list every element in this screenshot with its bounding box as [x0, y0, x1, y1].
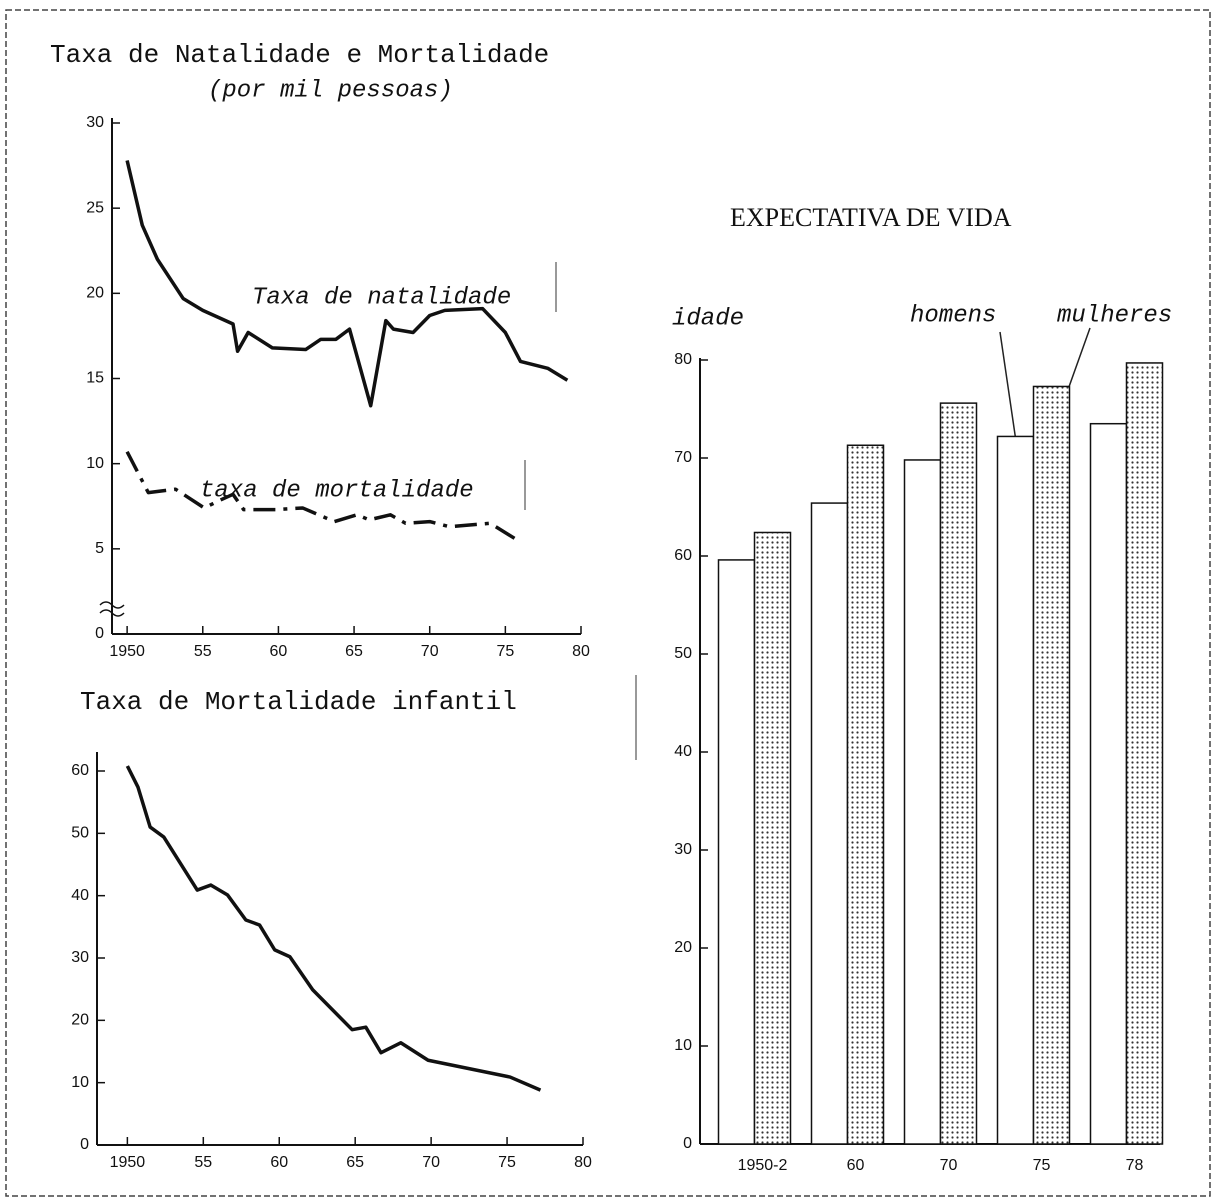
y-tick-label: 20 [86, 285, 104, 302]
line-series [125, 765, 542, 1092]
series-label: Taxa de natalidade [252, 284, 511, 311]
y-tick-label: 0 [683, 1135, 692, 1152]
x-tick-label: 70 [422, 1154, 440, 1171]
line-series [125, 450, 522, 544]
y-tick-label: 40 [674, 743, 692, 760]
x-tick-label: 60 [847, 1157, 865, 1174]
x-tick-label: 55 [194, 643, 212, 660]
y-tick-label: 20 [674, 939, 692, 956]
bar [846, 444, 885, 1145]
chart-title: Taxa de Natalidade e Mortalidade [50, 40, 549, 70]
y-tick-label: 70 [674, 449, 692, 466]
line-series [125, 160, 569, 408]
x-tick-label: 75 [498, 1154, 516, 1171]
y-tick-label: 50 [71, 825, 89, 842]
x-tick-label: 80 [574, 1154, 592, 1171]
x-tick-label: 65 [345, 643, 363, 660]
y-tick-label: 50 [674, 645, 692, 662]
legend-label: homens [910, 302, 996, 329]
bar [1032, 385, 1071, 1145]
bar [1089, 422, 1128, 1145]
series-label: taxa de mortalidade [200, 477, 474, 504]
chart-title: EXPECTATIVA DE VIDA [730, 203, 1012, 232]
y-tick-label: 10 [674, 1037, 692, 1054]
y-tick-label: 80 [674, 351, 692, 368]
bar [753, 531, 792, 1145]
y-tick-label: 30 [86, 114, 104, 131]
y-tick-label: 10 [71, 1074, 89, 1091]
y-tick-label: 25 [86, 199, 104, 216]
x-tick-label: 1950 [109, 643, 145, 660]
x-tick-label: 75 [1033, 1157, 1051, 1174]
x-tick-label: 70 [940, 1157, 958, 1174]
x-tick-label: 75 [496, 643, 514, 660]
x-tick-label: 65 [346, 1154, 364, 1171]
x-tick-label: 60 [270, 1154, 288, 1171]
frame [5, 9, 1211, 1197]
bar [1125, 362, 1164, 1145]
y-tick-label: 5 [95, 540, 104, 557]
chart-subtitle: (por mil pessoas) [208, 77, 453, 104]
x-tick-label: 55 [194, 1154, 212, 1171]
y-tick-label: 0 [95, 625, 104, 642]
pointer [999, 331, 1019, 456]
y-tick-label: 30 [71, 949, 89, 966]
x-tick-label: 70 [421, 643, 439, 660]
y-axis-label: idade [672, 305, 744, 332]
y-tick-label: 0 [80, 1136, 89, 1153]
x-tick-label: 1950 [110, 1154, 146, 1171]
bar [717, 559, 756, 1145]
x-tick-label: 1950-2 [738, 1157, 788, 1174]
y-tick-label: 10 [86, 455, 104, 472]
y-tick-label: 30 [674, 841, 692, 858]
bar [996, 435, 1035, 1145]
bar [903, 459, 942, 1145]
y-tick-label: 60 [674, 547, 692, 564]
y-tick-label: 15 [86, 370, 104, 387]
y-tick-label: 20 [71, 1012, 89, 1029]
y-tick-label: 60 [71, 762, 89, 779]
x-tick-label: 78 [1126, 1157, 1144, 1174]
x-tick-label: 60 [270, 643, 288, 660]
y-tick-label: 40 [71, 887, 89, 904]
x-tick-label: 80 [572, 643, 590, 660]
bar [939, 402, 978, 1145]
bar [810, 502, 849, 1145]
legend-label: mulheres [1057, 302, 1172, 329]
chart-title: Taxa de Mortalidade infantil [80, 687, 517, 717]
